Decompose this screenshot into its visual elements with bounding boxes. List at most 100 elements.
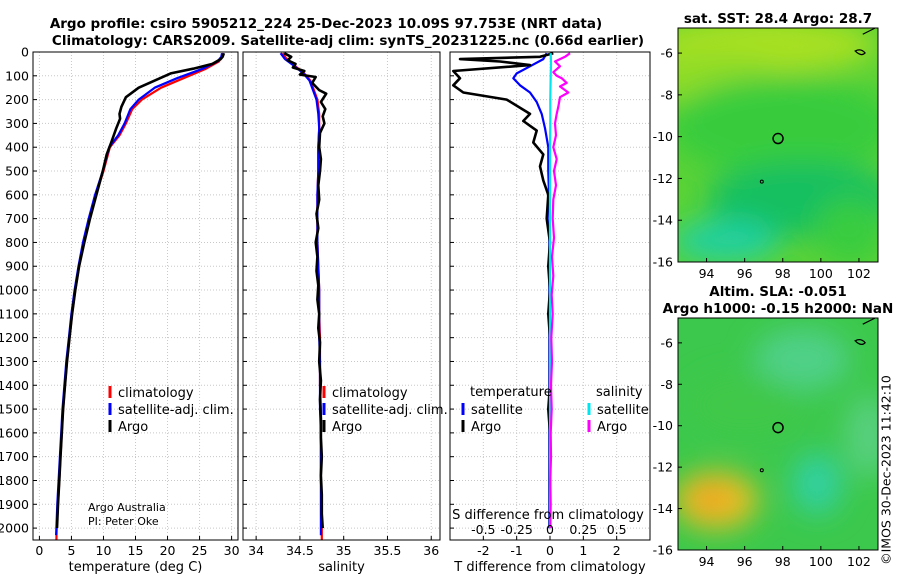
- difference-xtick-label: -1: [510, 543, 522, 558]
- sla_map-ytick-label: -16: [653, 543, 673, 558]
- salinity-legend-label: Argo: [332, 420, 362, 435]
- diff-top-xtick-label: -0.5: [471, 522, 495, 537]
- sst_map-ytick-label: -16: [653, 255, 673, 270]
- timestamp-stamp: ©IMOS 30-Dec-2023 11:42:10: [878, 375, 894, 565]
- sla-map-title: Altim. SLA: -0.051: [709, 284, 846, 300]
- sla_map-xtick-label: 96: [737, 554, 753, 569]
- legend-salinity-title: salinity: [596, 385, 643, 400]
- salinity-axes-bg: [243, 52, 440, 540]
- sla_map-xtick-label: 102: [847, 554, 871, 569]
- diff-legend-label: satellite: [471, 403, 523, 418]
- sla_map-field-patch: [792, 452, 842, 515]
- difference-xtick-label: -2: [477, 543, 489, 558]
- depth-tick-label: 1100: [0, 306, 29, 321]
- sst_map-ytick-label: -6: [661, 46, 674, 61]
- difference-axes-frame: [449, 51, 651, 541]
- sst_map-field-patch: [815, 197, 878, 262]
- depth-tick-label: 1600: [0, 425, 29, 440]
- diff-legend-label: Argo: [597, 420, 627, 435]
- temperature-xtick-label: 30: [224, 543, 240, 558]
- sst_map-ytick-label: -14: [653, 213, 673, 228]
- diff-legend-label: satellite: [597, 403, 649, 418]
- salinity-xlabel: salinity: [318, 560, 365, 575]
- temperature-legend-label: satellite-adj. clim.: [118, 403, 234, 418]
- salinity-axes-frame: [242, 51, 441, 541]
- difference-xtick-label: 1: [579, 543, 587, 558]
- sst_map-field-patch: [678, 76, 878, 177]
- depth-tick-label: 400: [5, 140, 29, 155]
- depth-tick-label: 800: [5, 235, 29, 250]
- sst_map-island-marker: [759, 179, 764, 184]
- sla_map-ytick-label: -12: [653, 460, 673, 475]
- sla_map-ytick-label: -10: [653, 418, 673, 433]
- sst_map-field-blobs: [678, 28, 878, 262]
- salinity-xtick-label: 35: [336, 543, 352, 558]
- temperature-xlabel: temperature (deg C): [69, 560, 203, 575]
- salinity-legend-label: satellite-adj. clim.: [332, 403, 448, 418]
- credit-line1: Argo Australia: [88, 501, 166, 514]
- difference-panel: -2 -1 0 1 2 T difference from climatology temp…: [449, 51, 651, 575]
- diff-legend-label: Argo: [471, 420, 501, 435]
- sla_map-frame: [677, 317, 879, 551]
- difference-xtick-label: 0: [546, 543, 554, 558]
- depth-tick-label: 2000: [0, 521, 29, 536]
- difference-series-salinity-argo: [549, 52, 571, 529]
- sla_map-field-patch: [691, 483, 730, 513]
- salinity-legend-label: climatology: [332, 386, 408, 401]
- salinity-xtick-label: 36: [423, 543, 439, 558]
- sst_map-xtick-label: 98: [775, 266, 791, 281]
- legend-temperature-title: temperature: [470, 385, 552, 400]
- salinity-xtick-label: 35.5: [374, 543, 402, 558]
- diff-top-xtick-label: 0.5: [607, 522, 627, 537]
- depth-tick-label: 700: [5, 211, 29, 226]
- temperature-legend-label: Argo: [118, 420, 148, 435]
- difference-series-temperature-argo: [451, 51, 554, 529]
- sla_map-xtick-label: 100: [809, 554, 833, 569]
- temperature-xtick-label: 15: [128, 543, 144, 558]
- sst_map-ytick-label: -10: [653, 129, 673, 144]
- diff-top-xtick-label: 0.25: [569, 522, 597, 537]
- depth-tick-label: 900: [5, 259, 29, 274]
- depth-tick-label: 1500: [0, 402, 29, 417]
- sst_map-coast-contour: [862, 28, 876, 35]
- sla_map-panel: 94 96 98 100 102 -6 -8 -10 -12 -14 -16 Altim. SLA: …: [653, 284, 894, 569]
- figure-title-line1: Argo profile: csiro 5905212_224 25-Dec-2…: [50, 16, 602, 32]
- sst_map-xtick-label: 100: [809, 266, 833, 281]
- sla_map-ytick-label: -6: [661, 335, 674, 350]
- depth-tick-label: 1000: [0, 283, 29, 298]
- sla_map-coast-contour: [862, 318, 876, 325]
- depth-tick-label: 500: [5, 164, 29, 179]
- temperature-series-argo: [55, 52, 226, 529]
- depth-tick-label: 1200: [0, 330, 29, 345]
- sla_map-xtick-label: 94: [699, 554, 715, 569]
- sst_map-field-patch: [678, 220, 779, 262]
- depth-tick-label: 1300: [0, 354, 29, 369]
- temperature-legend-label: climatology: [118, 386, 194, 401]
- sst_map-xtick-label: 102: [847, 266, 871, 281]
- temperature-axes-frame: [32, 51, 239, 541]
- depth-tick-label: 200: [5, 92, 29, 107]
- diff-top-xtick-label: 0: [546, 522, 554, 537]
- salinity-panel: 34 34.5 35 35.5 36 salinity climatology satelli…: [242, 51, 448, 575]
- difference-xtick-label: 2: [613, 543, 621, 558]
- credit-line2: PI: Peter Oke: [88, 515, 159, 528]
- temperature-xtick-label: 0: [35, 543, 43, 558]
- plot-area: 0100200300400500600700800900100011001200…: [0, 11, 894, 576]
- salinity-xtick-label: 34.5: [286, 543, 314, 558]
- salinity-series-argo: [283, 52, 328, 529]
- sla_map-xtick-label: 98: [775, 554, 791, 569]
- depth-tick-label: 1900: [0, 497, 29, 512]
- sla_map-ytick-label: -14: [653, 501, 673, 516]
- depth-tick-label: 1800: [0, 473, 29, 488]
- depth-tick-label: 0: [21, 45, 29, 60]
- sla_map-island-marker: [759, 468, 764, 473]
- depth-tick-label: 600: [5, 187, 29, 202]
- temperature-panel: 0100200300400500600700800900100011001200…: [0, 45, 240, 576]
- sla_map-field-patch: [754, 328, 850, 391]
- sla_map-field-patch: [845, 394, 878, 478]
- sla_map-coast-contour: [854, 339, 866, 345]
- salinity-xtick-label: 34: [248, 543, 264, 558]
- sst_map-field: [678, 28, 878, 262]
- depth-tick-label: 1400: [0, 378, 29, 393]
